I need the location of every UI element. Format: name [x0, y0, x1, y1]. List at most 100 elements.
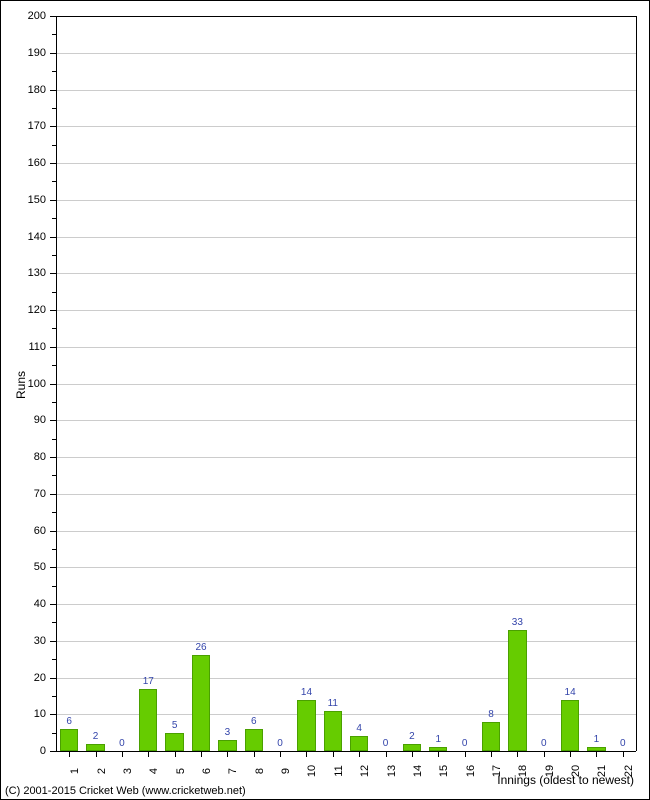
x-tick-label: 10	[306, 761, 318, 781]
y-tick-label: 180	[1, 84, 46, 96]
y-tick-label: 80	[1, 451, 46, 463]
gridline	[56, 237, 636, 238]
x-tick	[491, 751, 492, 757]
bar-value-label: 6	[66, 716, 72, 727]
x-tick-label: 11	[333, 761, 345, 781]
bar	[86, 744, 104, 751]
x-tick	[412, 751, 413, 757]
x-tick-label: 5	[175, 761, 187, 781]
bar	[482, 722, 500, 751]
x-tick-label: 2	[96, 761, 108, 781]
y-tick-label: 140	[1, 231, 46, 243]
gridline	[56, 200, 636, 201]
gridline	[56, 90, 636, 91]
x-tick	[386, 751, 387, 757]
bar-value-label: 0	[119, 738, 125, 749]
bar	[508, 630, 526, 751]
y-tick-label: 160	[1, 157, 46, 169]
x-tick	[175, 751, 176, 757]
bar-value-label: 0	[620, 738, 626, 749]
x-tick	[96, 751, 97, 757]
bar	[218, 740, 236, 751]
bar-value-label: 1	[435, 734, 441, 745]
x-tick-label: 12	[359, 761, 371, 781]
x-tick	[148, 751, 149, 757]
y-tick-label: 70	[1, 488, 46, 500]
x-tick	[333, 751, 334, 757]
gridline	[56, 310, 636, 311]
bar-value-label: 14	[565, 687, 576, 698]
bar-value-label: 4	[356, 723, 362, 734]
x-tick-label: 9	[280, 761, 292, 781]
bar-value-label: 2	[409, 731, 415, 742]
bar	[192, 655, 210, 751]
x-tick-label: 4	[148, 761, 160, 781]
x-tick-label: 1	[69, 761, 81, 781]
bar	[403, 744, 421, 751]
x-tick	[359, 751, 360, 757]
bar	[60, 729, 78, 751]
gridline	[56, 126, 636, 127]
gridline	[56, 567, 636, 568]
x-tick	[254, 751, 255, 757]
x-tick-label: 14	[412, 761, 424, 781]
bar-value-label: 26	[195, 642, 206, 653]
bar-value-label: 2	[93, 731, 99, 742]
x-tick	[438, 751, 439, 757]
bar-value-label: 33	[512, 617, 523, 628]
gridline	[56, 347, 636, 348]
x-tick-label: 8	[254, 761, 266, 781]
gridline	[56, 457, 636, 458]
gridline	[56, 163, 636, 164]
y-tick-label: 110	[1, 341, 46, 353]
x-tick	[465, 751, 466, 757]
bar-value-label: 0	[383, 738, 389, 749]
x-tick-label: 3	[122, 761, 134, 781]
y-tick-label: 200	[1, 10, 46, 22]
x-tick	[596, 751, 597, 757]
x-tick	[122, 751, 123, 757]
x-tick-label: 6	[201, 761, 213, 781]
x-tick-label: 13	[386, 761, 398, 781]
y-tick-label: 40	[1, 598, 46, 610]
gridline	[56, 53, 636, 54]
axis-border	[56, 16, 57, 751]
bar-value-label: 3	[225, 727, 231, 738]
bar	[245, 729, 263, 751]
x-tick	[201, 751, 202, 757]
copyright-footer: (C) 2001-2015 Cricket Web (www.cricketwe…	[5, 785, 246, 797]
bar-value-label: 1	[594, 734, 600, 745]
x-tick	[306, 751, 307, 757]
gridline	[56, 420, 636, 421]
x-tick	[570, 751, 571, 757]
x-tick-label: 16	[465, 761, 477, 781]
axis-border	[56, 16, 636, 17]
gridline	[56, 384, 636, 385]
y-tick-label: 90	[1, 414, 46, 426]
bar	[297, 700, 315, 751]
bar	[165, 733, 183, 751]
x-tick	[623, 751, 624, 757]
y-tick-label: 50	[1, 561, 46, 573]
y-tick-label: 0	[1, 745, 46, 757]
x-tick	[517, 751, 518, 757]
gridline	[56, 494, 636, 495]
y-axis-title: Runs	[14, 370, 28, 398]
bar-value-label: 0	[462, 738, 468, 749]
y-tick-label: 60	[1, 525, 46, 537]
x-tick-label: 15	[438, 761, 450, 781]
y-tick-label: 20	[1, 672, 46, 684]
bar	[324, 711, 342, 751]
axis-border	[56, 751, 636, 752]
y-tick-label: 190	[1, 47, 46, 59]
y-tick-label: 10	[1, 708, 46, 720]
gridline	[56, 604, 636, 605]
y-tick-label: 130	[1, 267, 46, 279]
bar	[561, 700, 579, 751]
x-tick	[69, 751, 70, 757]
y-tick-label: 170	[1, 120, 46, 132]
x-tick	[280, 751, 281, 757]
bar-value-label: 0	[541, 738, 547, 749]
bar-value-label: 6	[251, 716, 257, 727]
plot-area: 6201752636014114021083301410	[56, 16, 636, 751]
